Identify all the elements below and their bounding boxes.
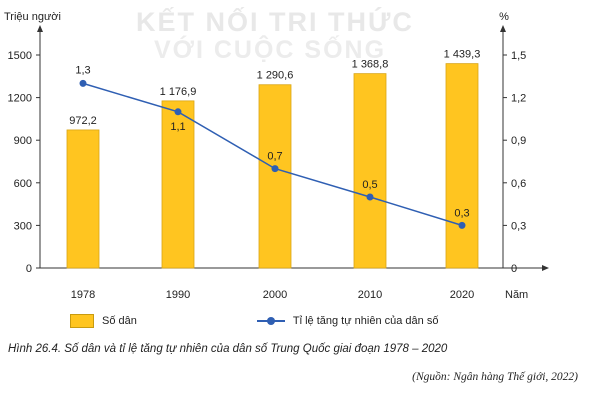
left-tick-label: 300	[14, 220, 32, 232]
right-tick-label: 0,9	[511, 135, 526, 147]
population-value-label: 1 290,6	[257, 70, 294, 82]
population-value-label: 1 368,8	[352, 59, 389, 71]
population-bar	[445, 63, 479, 269]
population-bar	[353, 73, 387, 269]
population-value-label: 1 176,9	[160, 86, 197, 98]
rate-line-layer	[79, 79, 466, 229]
population-bar	[258, 84, 292, 269]
legend-bar-swatch	[70, 314, 94, 328]
left-axis-arrow	[37, 25, 43, 32]
legend-label-population: Số dân	[102, 315, 137, 327]
left-tick-label: 600	[14, 178, 32, 190]
population-value-label: 972,2	[69, 115, 97, 127]
left-tick-label: 1200	[8, 93, 32, 105]
x-tick-label: 1990	[166, 289, 190, 301]
figure-caption: Hình 26.4. Số dân và tỉ lệ tăng tự nhiên…	[8, 343, 448, 355]
legend-line-swatch	[256, 315, 285, 327]
growth-rate-value-label: 1,1	[170, 121, 185, 133]
population-value-label: 1 439,3	[444, 49, 481, 61]
legend-item-population: Số dân	[70, 314, 137, 328]
left-tick-label: 900	[14, 135, 32, 147]
axes: 0 300 600 900 1200 1500 0 0,3 0,6 0,9 1,2 1,5 1978 19…	[8, 25, 549, 301]
growth-rate-point	[366, 193, 374, 201]
x-axis-title: Năm	[505, 289, 528, 301]
x-tick-label: 2020	[450, 289, 474, 301]
legend: Số dân Tỉ lệ tăng tự nhiên của dân số	[70, 314, 438, 328]
right-axis-arrow	[500, 25, 506, 32]
legend-label-growth-rate: Tỉ lệ tăng tự nhiên của dân số	[292, 315, 439, 327]
x-tick-label: 2010	[358, 289, 382, 301]
figure-source: (Nguồn: Ngân hàng Thế giới, 2022)	[412, 371, 578, 383]
growth-rate-value-label: 0,5	[362, 179, 377, 191]
right-tick-label: 0	[511, 263, 517, 275]
growth-rate-value-label: 0,7	[267, 151, 282, 163]
x-axis-arrow	[542, 265, 549, 271]
growth-rate-point	[79, 79, 87, 87]
x-tick-label: 2000	[263, 289, 287, 301]
growth-rate-point	[271, 165, 279, 173]
population-bar	[66, 129, 100, 269]
left-axis-title: Triệu người	[4, 11, 61, 23]
right-tick-label: 1,5	[511, 50, 526, 62]
right-axis-title: %	[499, 11, 509, 23]
population-bar	[161, 100, 195, 269]
bars	[66, 63, 479, 269]
legend-item-growth-rate: Tỉ lệ tăng tự nhiên của dân số	[256, 315, 439, 327]
growth-rate-point	[458, 221, 466, 229]
right-tick-label: 1,2	[511, 93, 526, 105]
population-chart: KẾT NỐI TRI THỨC VỚI CUỘC SỐNG Triệu ngư…	[4, 5, 549, 301]
left-tick-label: 1500	[8, 50, 32, 62]
watermark-line1: KẾT NỐI TRI THỨC	[136, 5, 414, 37]
watermark-line2: VỚI CUỘC SỐNG	[154, 34, 386, 64]
data-labels: 972,2 1 176,9 1 290,6 1 368,8 1 439,3 1,3 1,1 0…	[69, 49, 480, 220]
growth-rate-point	[174, 108, 182, 116]
growth-rate-value-label: 0,3	[454, 207, 469, 219]
right-tick-label: 0,6	[511, 178, 526, 190]
x-tick-label: 1978	[71, 289, 95, 301]
growth-rate-value-label: 1,3	[75, 64, 90, 76]
left-tick-label: 0	[26, 263, 32, 275]
right-tick-label: 0,3	[511, 220, 526, 232]
